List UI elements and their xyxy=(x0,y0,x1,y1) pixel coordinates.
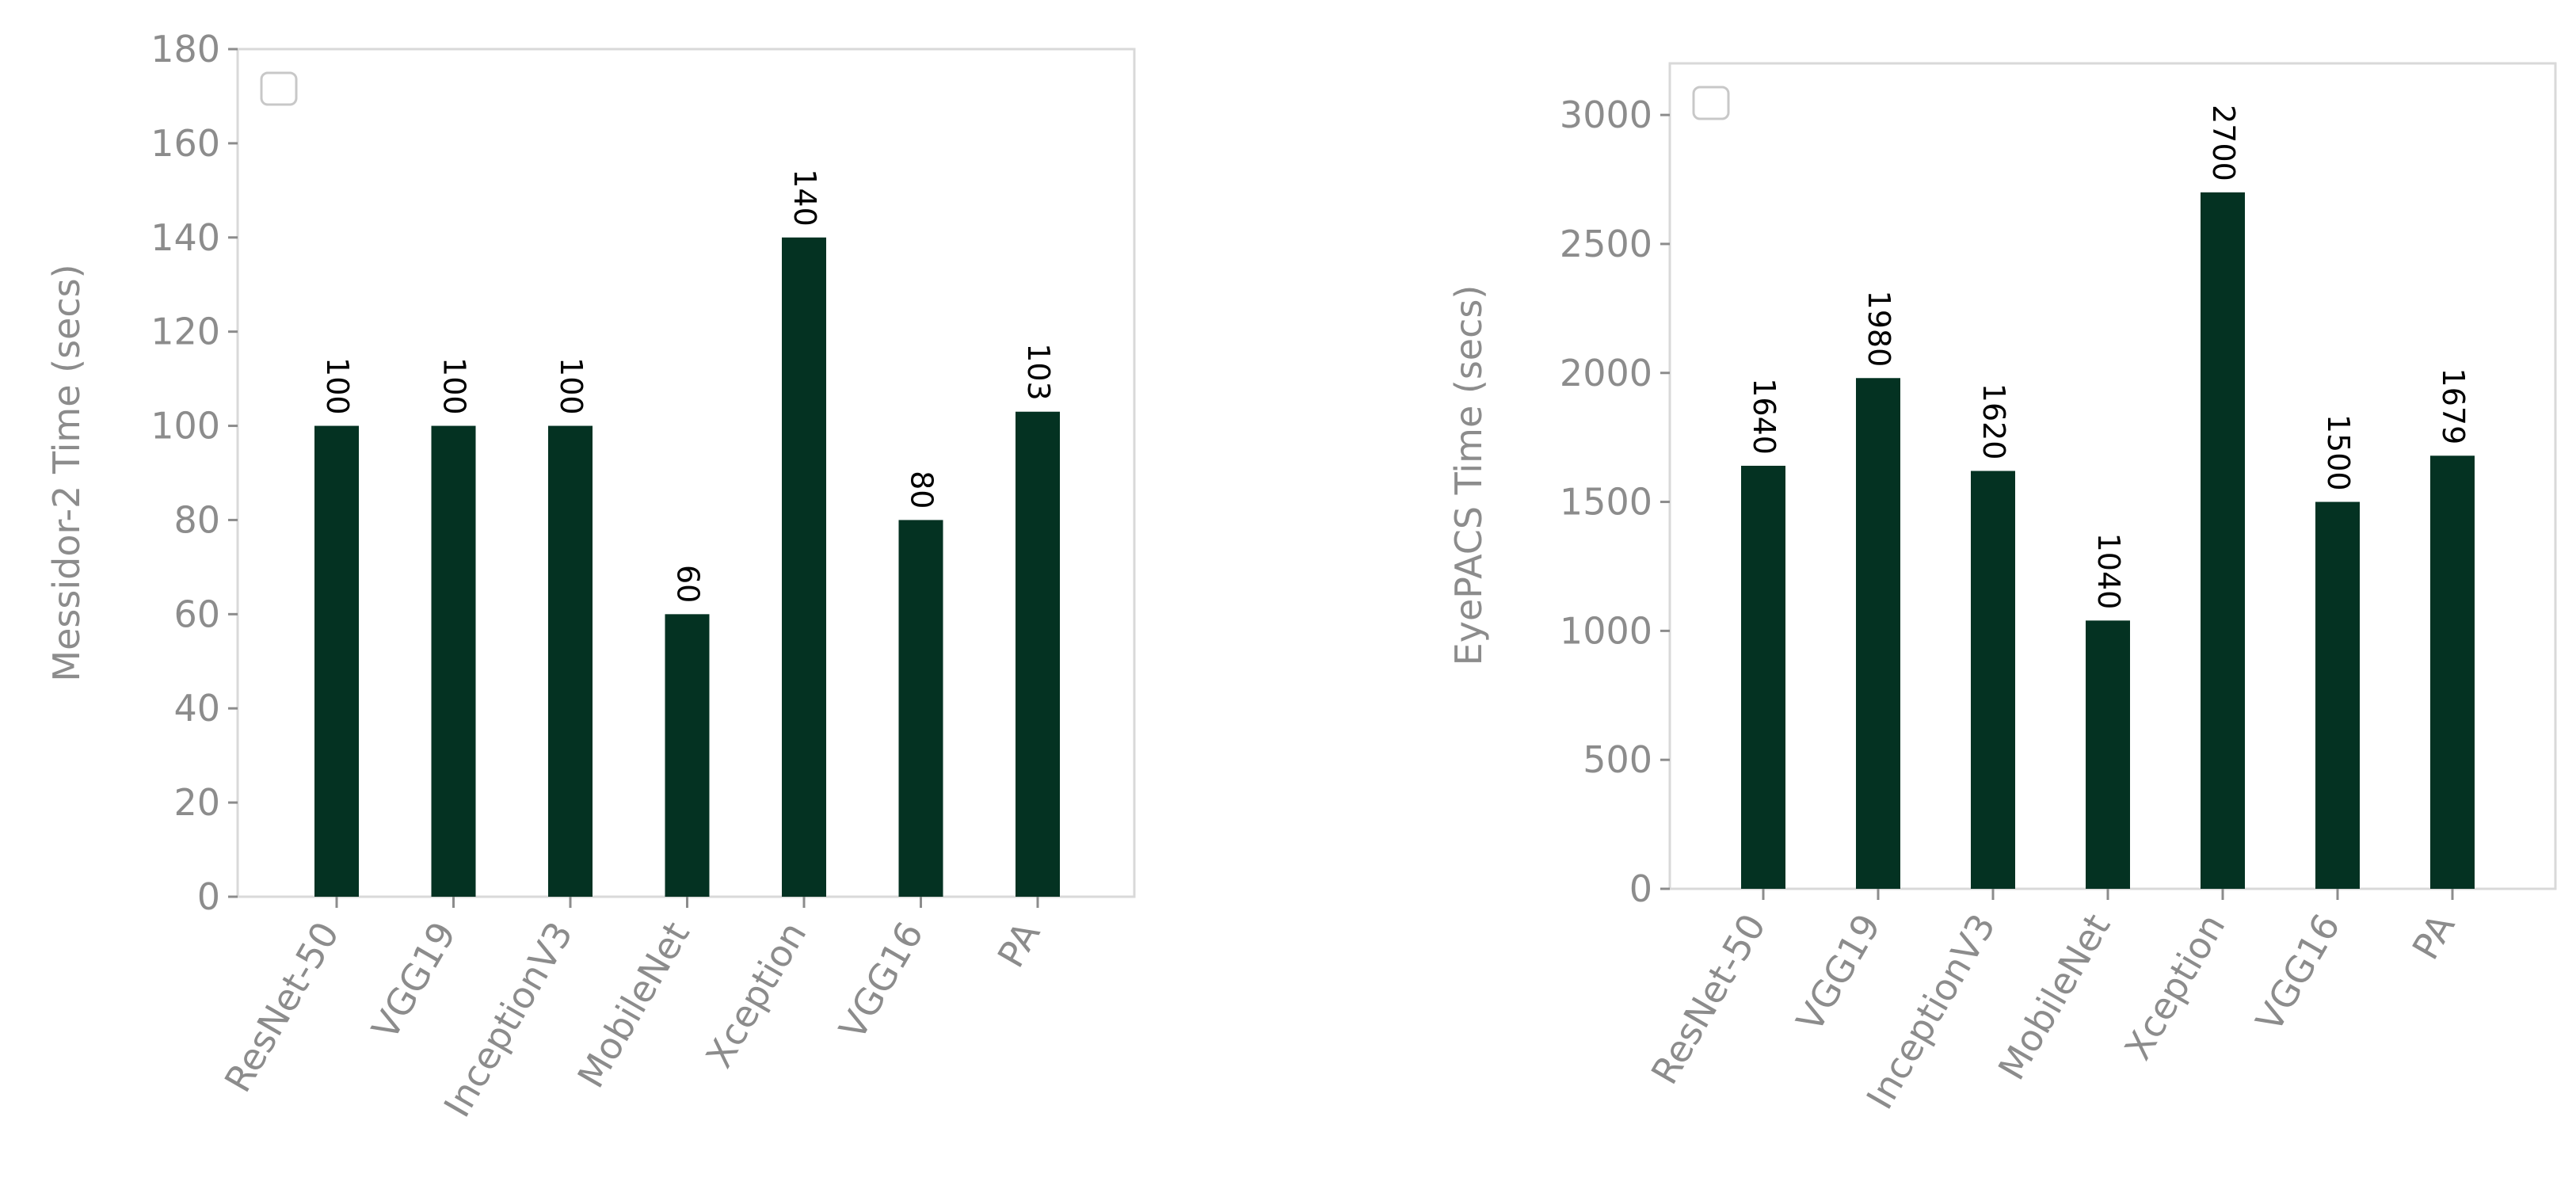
bar-vgg16 xyxy=(898,520,943,897)
y-tick-label: 2000 xyxy=(1560,352,1652,394)
bar-xception xyxy=(782,237,826,897)
data-label: 1980 xyxy=(1862,291,1896,368)
x-tick-label: MobileNet xyxy=(569,915,698,1096)
y-tick-label: 0 xyxy=(1629,867,1652,910)
y-tick-label: 1000 xyxy=(1560,609,1652,652)
y-tick-label: 100 xyxy=(151,405,220,448)
y-tick-label: 40 xyxy=(173,687,220,730)
y-tick-label: 500 xyxy=(1583,738,1652,781)
x-tick-label: Xception xyxy=(2117,907,2234,1067)
y-axis-title: EyePACS Time (secs) xyxy=(1447,285,1490,666)
bar-vgg19 xyxy=(1856,378,1900,889)
bar-inceptionv3 xyxy=(1971,471,2015,889)
y-tick-label: 160 xyxy=(151,122,220,165)
y-axis-title: Messidor-2 Time (secs) xyxy=(45,264,88,681)
bar-mobilenet xyxy=(665,614,710,897)
data-label: 100 xyxy=(320,357,355,415)
y-tick-label: 0 xyxy=(197,875,220,918)
data-label: 140 xyxy=(787,169,822,227)
data-label: 2700 xyxy=(2206,105,2241,181)
bar-mobilenet xyxy=(2086,620,2130,889)
x-tick-label: ResNet-50 xyxy=(1643,907,1774,1092)
y-tick-label: 20 xyxy=(173,781,220,824)
y-tick-label: 1500 xyxy=(1560,481,1652,524)
x-tick-label: Xception xyxy=(698,915,815,1075)
y-tick-label: 2500 xyxy=(1560,223,1652,265)
data-label: 100 xyxy=(554,357,589,415)
bar-vgg19 xyxy=(431,425,476,897)
y-tick-label: 80 xyxy=(173,498,220,541)
bar-vgg16 xyxy=(2315,501,2360,889)
data-label: 1640 xyxy=(1747,378,1781,455)
data-label: 60 xyxy=(671,565,706,603)
x-tick-label: PA xyxy=(2404,906,2464,966)
y-tick-label: 120 xyxy=(151,311,220,353)
x-tick-label: PA xyxy=(989,914,1049,974)
data-label: 100 xyxy=(437,357,472,415)
data-label: 80 xyxy=(905,471,939,509)
x-tick-label: MobileNet xyxy=(1990,907,2119,1088)
x-tick-label: VGG19 xyxy=(364,915,464,1047)
bar-pa xyxy=(2430,455,2475,889)
data-label: 1040 xyxy=(2091,533,2126,610)
x-tick-label: VGG16 xyxy=(831,915,932,1047)
x-tick-label: VGG19 xyxy=(1788,907,1888,1039)
data-label: 103 xyxy=(1021,343,1056,401)
legend-box xyxy=(260,71,298,106)
data-label: 1620 xyxy=(1976,383,2011,460)
x-tick-label: ResNet-50 xyxy=(216,915,348,1100)
bar-pa xyxy=(1016,411,1060,897)
chart-panel-2: 0 500 1000 1500 2000 2500 3000 EyePACS Time (se… xyxy=(1447,62,2557,1116)
data-label: 1679 xyxy=(2436,368,2471,445)
y-tick-label: 140 xyxy=(151,216,220,259)
y-tick-label: 180 xyxy=(151,28,220,71)
bar-resnet-50 xyxy=(1741,465,1785,889)
bar-resnet-50 xyxy=(314,425,359,897)
y-tick-label: 60 xyxy=(173,593,220,635)
legend-box xyxy=(1692,86,1730,120)
bar-xception xyxy=(2201,192,2245,889)
data-label: 1500 xyxy=(2321,414,2356,491)
x-tick-label: VGG16 xyxy=(2247,907,2348,1039)
bar-inceptionv3 xyxy=(548,425,593,897)
chart-panel-1: 0 20 40 60 80 100 120 140 160 180 Messidor-2 Time … xyxy=(45,28,1136,1124)
y-tick-label: 3000 xyxy=(1560,93,1652,136)
